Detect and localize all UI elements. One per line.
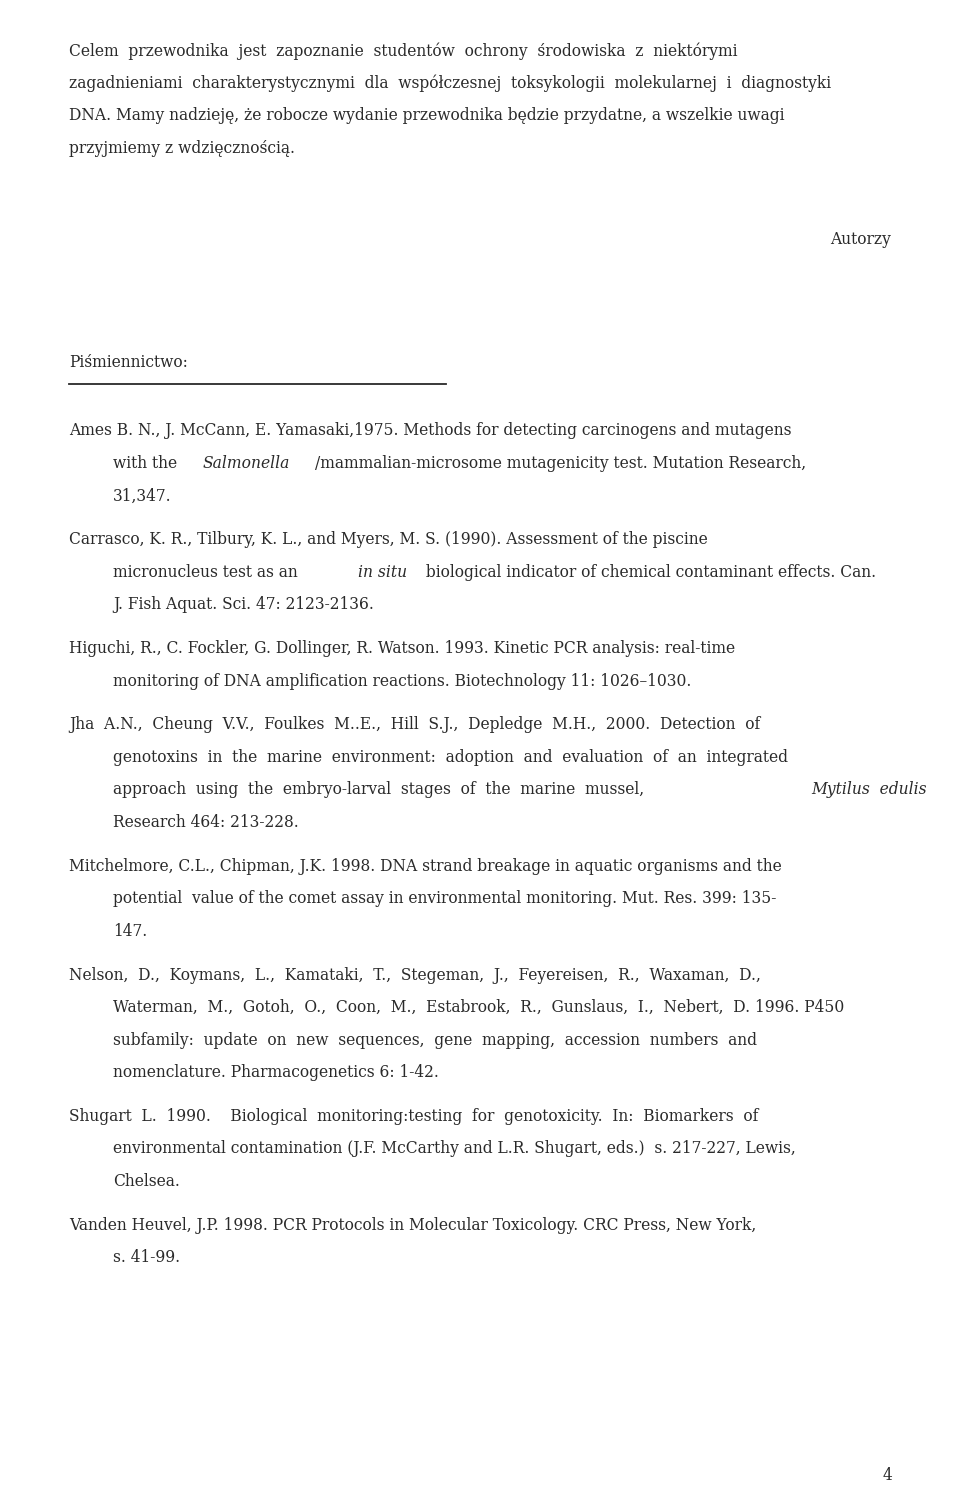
Text: Research 464: 213-228.: Research 464: 213-228.: [113, 814, 299, 831]
Text: przyjmiemy z wdzięcznością.: przyjmiemy z wdzięcznością.: [69, 139, 295, 157]
Text: 31,347.: 31,347.: [113, 488, 172, 505]
Text: Higuchi, R., C. Fockler, G. Dollinger, R. Watson. 1993. Kinetic PCR analysis: re: Higuchi, R., C. Fockler, G. Dollinger, R…: [69, 641, 735, 657]
Text: Celem  przewodnika  jest  zapoznanie  studentów  ochrony  środowiska  z  niektór: Celem przewodnika jest zapoznanie studen…: [69, 42, 737, 60]
Text: s. 41-99.: s. 41-99.: [113, 1250, 180, 1266]
Text: biological indicator of chemical contaminant effects. Can.: biological indicator of chemical contami…: [421, 564, 876, 580]
Text: Ames B. N., J. McCann, E. Yamasaki,1975. Methods for detecting carcinogens and m: Ames B. N., J. McCann, E. Yamasaki,1975.…: [69, 423, 792, 440]
Text: Carrasco, K. R., Tilbury, K. L., and Myers, M. S. (1990). Assessment of the pisc: Carrasco, K. R., Tilbury, K. L., and Mye…: [69, 532, 708, 548]
Text: in situ: in situ: [358, 564, 407, 580]
Text: 4: 4: [883, 1467, 893, 1484]
Text: Mitchelmore, C.L., Chipman, J.K. 1998. DNA strand breakage in aquatic organisms : Mitchelmore, C.L., Chipman, J.K. 1998. D…: [69, 858, 781, 875]
Text: nomenclature. Pharmacogenetics 6: 1-42.: nomenclature. Pharmacogenetics 6: 1-42.: [113, 1064, 439, 1080]
Text: monitoring of DNA amplification reactions. Biotechnology 11: 1026–1030.: monitoring of DNA amplification reaction…: [113, 672, 691, 689]
Text: Salmonella: Salmonella: [203, 455, 290, 471]
Text: J. Fish Aquat. Sci. 47: 2123-2136.: J. Fish Aquat. Sci. 47: 2123-2136.: [113, 597, 374, 613]
Text: Jha  A.N.,  Cheung  V.V.,  Foulkes  M..E.,  Hill  S.J.,  Depledge  M.H.,  2000. : Jha A.N., Cheung V.V., Foulkes M..E., Hi…: [69, 716, 760, 733]
Text: Chelsea.: Chelsea.: [113, 1173, 180, 1189]
Text: 147.: 147.: [113, 923, 148, 940]
Text: /mammalian-microsome mutagenicity test. Mutation Research,: /mammalian-microsome mutagenicity test. …: [315, 455, 806, 471]
Text: approach  using  the  embryo-larval  stages  of  the  marine  mussel,: approach using the embryo-larval stages …: [113, 781, 654, 798]
Text: DNA. Mamy nadzieję, że robocze wydanie przewodnika będzie przydatne, a wszelkie : DNA. Mamy nadzieję, że robocze wydanie p…: [69, 107, 784, 124]
Text: micronucleus test as an: micronucleus test as an: [113, 564, 303, 580]
Text: Shugart  L.  1990.    Biological  monitoring:testing  for  genotoxicity.  In:  B: Shugart L. 1990. Biological monitoring:t…: [69, 1108, 758, 1124]
Text: Piśmiennictwo:: Piśmiennictwo:: [69, 354, 188, 372]
Text: Mytilus  edulis: Mytilus edulis: [811, 781, 926, 798]
Text: with the: with the: [113, 455, 182, 471]
Text: genotoxins  in  the  marine  environment:  adoption  and  evaluation  of  an  in: genotoxins in the marine environment: ad…: [113, 749, 788, 766]
Text: subfamily:  update  on  new  sequences,  gene  mapping,  accession  numbers  and: subfamily: update on new sequences, gene…: [113, 1032, 757, 1049]
Text: Autorzy: Autorzy: [830, 231, 891, 248]
Text: zagadnieniami  charakterystycznymi  dla  współczesnej  toksykologii  molekularne: zagadnieniami charakterystycznymi dla ws…: [69, 74, 831, 92]
Text: Vanden Heuvel, J.P. 1998. PCR Protocols in Molecular Toxicology. CRC Press, New : Vanden Heuvel, J.P. 1998. PCR Protocols …: [69, 1216, 756, 1233]
Text: potential  value of the comet assay in environmental monitoring. Mut. Res. 399: : potential value of the comet assay in en…: [113, 890, 777, 907]
Text: environmental contamination (J.F. McCarthy and L.R. Shugart, eds.)  s. 217-227, : environmental contamination (J.F. McCart…: [113, 1141, 796, 1157]
Text: Nelson,  D.,  Koymans,  L.,  Kamataki,  T.,  Stegeman,  J.,  Feyereisen,  R.,  W: Nelson, D., Koymans, L., Kamataki, T., S…: [69, 967, 761, 984]
Text: Waterman,  M.,  Gotoh,  O.,  Coon,  M.,  Estabrook,  R.,  Gunslaus,  I.,  Nebert: Waterman, M., Gotoh, O., Coon, M., Estab…: [113, 999, 845, 1015]
